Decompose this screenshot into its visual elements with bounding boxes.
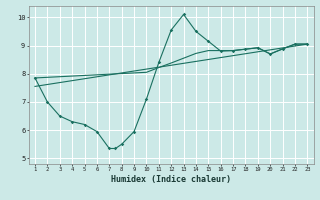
X-axis label: Humidex (Indice chaleur): Humidex (Indice chaleur): [111, 175, 231, 184]
